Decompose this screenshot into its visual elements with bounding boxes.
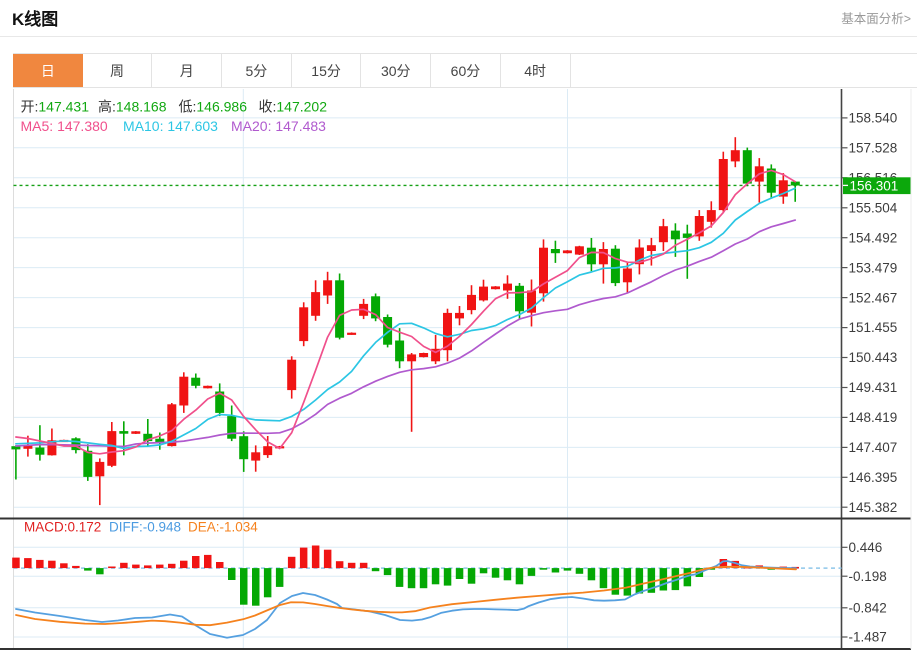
svg-text:MA20: 147.483: MA20: 147.483: [231, 118, 326, 134]
svg-text:DIFF:-0.948: DIFF:-0.948: [109, 520, 181, 535]
svg-text:145.382: 145.382: [849, 500, 898, 515]
svg-text:150.443: 150.443: [849, 350, 898, 365]
svg-text:-0.198: -0.198: [849, 569, 887, 584]
svg-text:148.419: 148.419: [849, 410, 898, 425]
svg-text:149.431: 149.431: [849, 380, 898, 395]
svg-text:DEA:-1.034: DEA:-1.034: [188, 520, 258, 535]
svg-text:153.479: 153.479: [849, 260, 898, 275]
svg-text:151.455: 151.455: [849, 320, 898, 335]
svg-text:147.407: 147.407: [849, 440, 898, 455]
svg-text:156.301: 156.301: [850, 179, 899, 194]
svg-text:MACD:0.172: MACD:0.172: [24, 520, 101, 535]
svg-text:146.395: 146.395: [849, 470, 898, 485]
svg-text:154.492: 154.492: [849, 230, 898, 245]
svg-text:开:147.431: 开:147.431: [21, 99, 90, 115]
svg-text:157.528: 157.528: [849, 141, 898, 156]
svg-text:高:148.168: 高:148.168: [98, 99, 167, 115]
svg-text:158.540: 158.540: [849, 111, 898, 126]
svg-text:收:147.202: 收:147.202: [259, 99, 328, 115]
svg-text:0.446: 0.446: [849, 540, 883, 555]
svg-text:MA10: 147.603: MA10: 147.603: [123, 118, 218, 134]
svg-text:155.504: 155.504: [849, 200, 898, 215]
svg-text:-1.487: -1.487: [849, 630, 887, 645]
svg-text:152.467: 152.467: [849, 290, 898, 305]
svg-text:低:146.986: 低:146.986: [179, 99, 248, 115]
svg-text:MA5: 147.380: MA5: 147.380: [21, 118, 108, 134]
svg-text:-0.842: -0.842: [849, 601, 887, 616]
